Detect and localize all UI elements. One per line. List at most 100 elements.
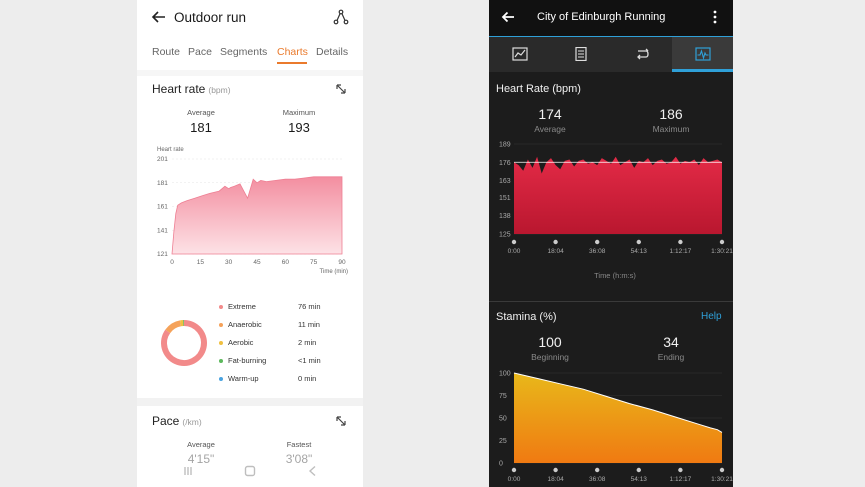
y-tick-label: 0: [499, 461, 503, 468]
x-tick-label: 0:00: [508, 248, 521, 255]
stamina-area: [514, 373, 722, 463]
tab-bar: Route Pace Segments Charts Details: [137, 46, 363, 66]
tab-segments[interactable]: Segments: [220, 46, 268, 58]
hr-maximum-value: 186: [659, 106, 683, 122]
x-tick-label: 54:13: [631, 476, 648, 483]
x-tick-label: 90: [338, 259, 346, 266]
expand-icon[interactable]: [334, 414, 348, 428]
page-title: Outdoor run: [174, 10, 247, 25]
y-tick-label: 189: [499, 142, 511, 149]
stamina-beginning-value: 100: [538, 334, 562, 350]
x-tick-label: 18:04: [547, 248, 564, 255]
hr-maximum-label: Maximum: [282, 108, 316, 117]
y-tick-label: 163: [499, 178, 511, 185]
heart-rate-area: [514, 156, 722, 234]
y-tick-label: 141: [157, 227, 168, 234]
zone-donut-chart: [161, 320, 207, 366]
heart-rate-unit: (bpm): [208, 85, 231, 95]
zone-name: Fat-burning: [228, 356, 267, 365]
help-link[interactable]: Help: [701, 311, 722, 322]
more-options-icon[interactable]: [712, 9, 718, 25]
stamina-card: Stamina (%) Help 100 Beginning 34 Ending…: [489, 302, 733, 487]
y-tick-label: 138: [499, 213, 511, 220]
y-tick-label: 176: [499, 160, 511, 167]
tab-bar: [489, 36, 733, 73]
x-tick-dot: [511, 239, 517, 245]
zone-color-dot: [219, 341, 223, 345]
x-tick-dot: [719, 239, 725, 245]
active-tab-indicator: [672, 69, 733, 72]
section-gap: [137, 398, 363, 406]
pace-fastest-label: Fastest: [286, 440, 312, 449]
hr-average-value: 181: [190, 120, 212, 135]
x-tick-label: 54:13: [631, 248, 648, 255]
y-tick-label: 201: [157, 156, 168, 163]
x-tick-label: 1:12:17: [670, 248, 692, 255]
y-tick-label: 161: [157, 204, 168, 211]
notes-icon: [575, 47, 587, 61]
x-axis-title: Time (min): [320, 269, 348, 275]
x-tick-label: 36:08: [589, 476, 606, 483]
tab-laps[interactable]: [611, 37, 672, 73]
expand-icon[interactable]: [334, 82, 348, 96]
laps-icon: [637, 48, 649, 60]
y-axis-title: Heart rate: [157, 147, 184, 153]
hr-average-label: Average: [534, 124, 566, 134]
huawei-screen: Outdoor run Route Pace Segments Charts D…: [137, 0, 363, 487]
tab-details[interactable]: Details: [316, 46, 349, 58]
heart-rate-title: Heart Rate (bpm): [496, 83, 581, 95]
zone-slice: [161, 320, 207, 366]
recent-apps-icon[interactable]: [182, 465, 194, 477]
y-tick-label: 75: [499, 393, 507, 400]
stamina-ending-value: 34: [663, 334, 679, 350]
y-tick-label: 25: [499, 438, 507, 445]
zone-name: Extreme: [228, 302, 256, 311]
x-axis-title: Time (h:m:s): [594, 271, 636, 280]
tab-route[interactable]: Route: [152, 46, 181, 58]
x-tick-label: 30: [225, 259, 233, 266]
back-arrow-icon[interactable]: [501, 10, 515, 24]
garmin-screen: City of Edinburgh Running: [489, 0, 733, 487]
x-tick-label: 15: [197, 259, 205, 266]
heart-rate-title: Heart rate: [152, 82, 206, 96]
zone-name: Aerobic: [228, 338, 254, 347]
zone-time: 2 min: [298, 338, 317, 347]
zone-name: Warm-up: [228, 374, 259, 383]
heart-rate-heading: Heart rate (bpm): [152, 82, 231, 96]
x-tick-dot: [595, 239, 600, 245]
zone-slice: [165, 320, 182, 334]
tab-charts[interactable]: [672, 37, 733, 73]
y-tick-label: 50: [499, 416, 507, 423]
tab-summary[interactable]: [489, 37, 550, 73]
tab-charts[interactable]: Charts: [277, 46, 308, 58]
y-tick-label: 181: [157, 180, 168, 187]
pace-title: Pace: [152, 414, 180, 428]
hr-maximum-label: Maximum: [652, 124, 690, 134]
x-tick-dot: [636, 467, 641, 473]
stamina-title: Stamina (%): [496, 311, 557, 323]
zone-time: 0 min: [298, 374, 317, 383]
pace-average-label: Average: [187, 440, 215, 449]
heart-rate-card: Heart Rate (bpm) 174 Average 186 Maximum…: [489, 72, 733, 301]
divider: [137, 70, 363, 76]
x-tick-dot: [678, 239, 683, 245]
x-tick-dot: [553, 239, 558, 245]
y-tick-label: 151: [499, 195, 511, 202]
share-route-icon[interactable]: [333, 9, 349, 25]
x-tick-dot: [636, 239, 641, 245]
stamina-beginning-label: Beginning: [531, 352, 569, 362]
x-tick-dot: [511, 467, 517, 473]
x-tick-dot: [595, 467, 600, 473]
x-tick-label: 0: [170, 259, 174, 266]
tab-pace[interactable]: Pace: [188, 46, 212, 58]
zone-row: Aerobic 2 min: [219, 338, 359, 350]
back-arrow-icon[interactable]: [150, 8, 168, 26]
y-tick-label: 125: [499, 232, 511, 239]
stamina-line: [513, 372, 723, 433]
activity-title: City of Edinburgh Running: [537, 11, 666, 23]
tab-notes[interactable]: [550, 37, 611, 73]
active-tab-indicator: [277, 62, 307, 64]
heart-rate-chart: Heart rate 121 141 161 181 201 0 15 30 45 60 75 90 Ti…: [157, 147, 348, 275]
home-icon[interactable]: [244, 465, 256, 477]
back-nav-icon[interactable]: [307, 465, 319, 477]
